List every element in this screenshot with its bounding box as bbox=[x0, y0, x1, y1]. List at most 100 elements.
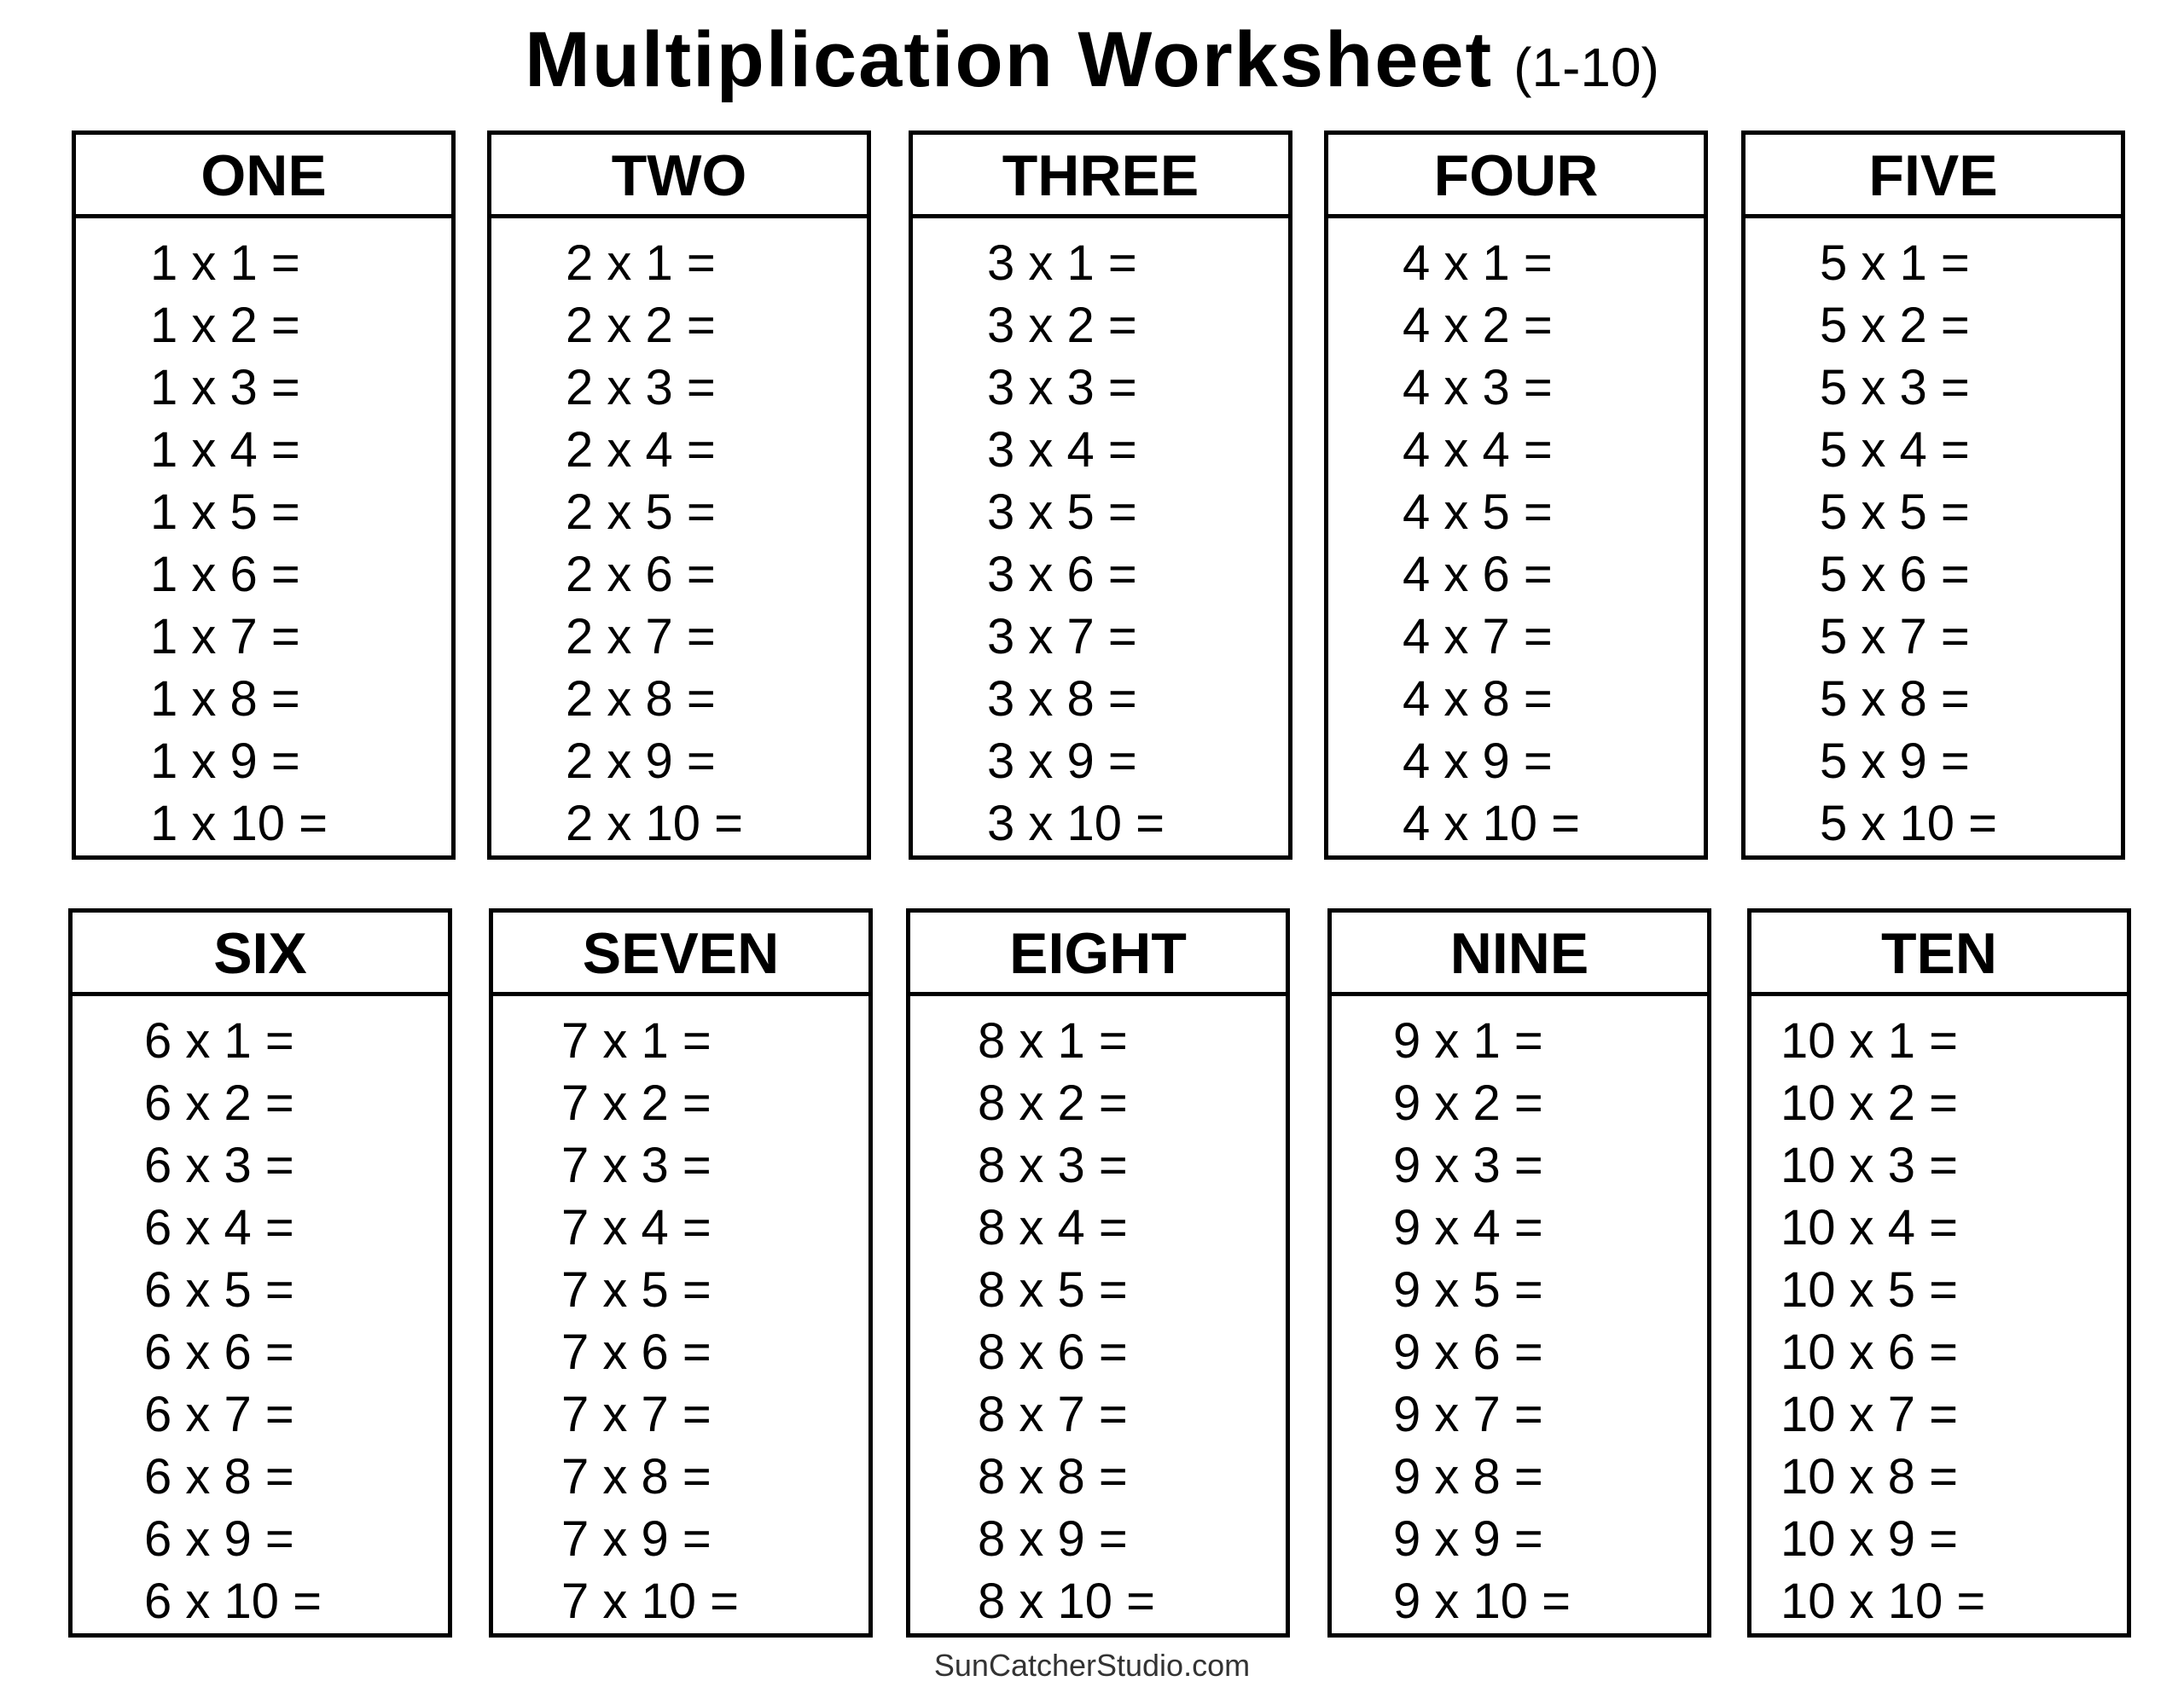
problem-row: 4 x 4 = bbox=[1403, 422, 1553, 478]
problem-row: 10 x 1 = bbox=[1780, 1013, 1958, 1069]
problem-row: 1 x 2 = bbox=[150, 298, 300, 353]
table-header: TWO bbox=[491, 135, 867, 218]
problem-list: 9 x 1 = 9 x 2 = 9 x 3 = 9 x 4 = 9 x 5 = 9 x 6… bbox=[1332, 1010, 1707, 1632]
problem-row: 8 x 8 = bbox=[978, 1449, 1128, 1504]
table-nine: NINE 9 x 1 = 9 x 2 = 9 x 3 = 9 x 4 = 9 x 5 = 9… bbox=[1327, 908, 1711, 1638]
problem-row: 6 x 4 = bbox=[144, 1200, 294, 1255]
table-header: THREE bbox=[913, 135, 1288, 218]
problem-row: 8 x 10 = bbox=[978, 1574, 1155, 1629]
problem-row: 5 x 10 = bbox=[1820, 796, 1997, 851]
problem-row: 1 x 4 = bbox=[150, 422, 300, 478]
problem-row: 5 x 8 = bbox=[1820, 671, 1970, 727]
problem-row: 3 x 9 = bbox=[987, 733, 1137, 789]
problem-row: 8 x 7 = bbox=[978, 1387, 1128, 1442]
problem-row: 1 x 3 = bbox=[150, 360, 300, 415]
problem-row: 8 x 9 = bbox=[978, 1511, 1128, 1567]
problem-row: 2 x 4 = bbox=[566, 422, 716, 478]
problem-row: 10 x 8 = bbox=[1780, 1449, 1958, 1504]
problem-row: 8 x 1 = bbox=[978, 1013, 1128, 1069]
problem-row: 7 x 8 = bbox=[561, 1449, 712, 1504]
problem-row: 8 x 4 = bbox=[978, 1200, 1128, 1255]
problem-row: 5 x 9 = bbox=[1820, 733, 1970, 789]
problem-row: 7 x 5 = bbox=[561, 1262, 712, 1318]
problem-list: 5 x 1 = 5 x 2 = 5 x 3 = 5 x 4 = 5 x 5 = 5 x 6… bbox=[1745, 232, 2121, 855]
problem-row: 9 x 3 = bbox=[1393, 1138, 1543, 1193]
problem-row: 2 x 9 = bbox=[566, 733, 716, 789]
problem-row: 4 x 1 = bbox=[1403, 235, 1553, 291]
problem-row: 2 x 6 = bbox=[566, 547, 716, 602]
problem-row: 3 x 1 = bbox=[987, 235, 1137, 291]
problem-row: 5 x 6 = bbox=[1820, 547, 1970, 602]
problem-row: 10 x 7 = bbox=[1780, 1387, 1958, 1442]
problem-row: 9 x 8 = bbox=[1393, 1449, 1543, 1504]
problem-row: 2 x 7 = bbox=[566, 609, 716, 664]
problem-row: 10 x 9 = bbox=[1780, 1511, 1958, 1567]
table-seven: SEVEN 7 x 1 = 7 x 2 = 7 x 3 = 7 x 4 = 7 x 5 =… bbox=[489, 908, 873, 1638]
problem-row: 9 x 4 = bbox=[1393, 1200, 1543, 1255]
problem-row: 8 x 6 = bbox=[978, 1325, 1128, 1380]
table-three: THREE 3 x 1 = 3 x 2 = 3 x 3 = 3 x 4 = 3 x 5 =… bbox=[909, 130, 1292, 860]
table-header: SEVEN bbox=[493, 913, 868, 996]
problem-row: 4 x 8 = bbox=[1403, 671, 1553, 727]
table-five: FIVE 5 x 1 = 5 x 2 = 5 x 3 = 5 x 4 = 5 x 5 = 5… bbox=[1741, 130, 2125, 860]
problem-row: 4 x 9 = bbox=[1403, 733, 1553, 789]
table-header: TEN bbox=[1751, 913, 2127, 996]
problem-row: 6 x 10 = bbox=[144, 1574, 322, 1629]
problem-row: 7 x 6 = bbox=[561, 1325, 712, 1380]
problem-row: 9 x 6 = bbox=[1393, 1325, 1543, 1380]
problem-row: 4 x 7 = bbox=[1403, 609, 1553, 664]
problem-row: 2 x 5 = bbox=[566, 484, 716, 540]
title-main: Multiplication Worksheet bbox=[525, 16, 1494, 103]
problem-row: 8 x 2 = bbox=[978, 1075, 1128, 1131]
problem-row: 3 x 4 = bbox=[987, 422, 1137, 478]
problem-row: 10 x 6 = bbox=[1780, 1325, 1958, 1380]
table-header: EIGHT bbox=[910, 913, 1286, 996]
problem-row: 1 x 7 = bbox=[150, 609, 300, 664]
problem-row: 6 x 2 = bbox=[144, 1075, 294, 1131]
table-one: ONE 1 x 1 = 1 x 2 = 1 x 3 = 1 x 4 = 1 x 5 = 1 … bbox=[72, 130, 456, 860]
problem-row: 1 x 8 = bbox=[150, 671, 300, 727]
problem-list: 3 x 1 = 3 x 2 = 3 x 3 = 3 x 4 = 3 x 5 = 3 x 6… bbox=[913, 232, 1288, 855]
problem-row: 3 x 6 = bbox=[987, 547, 1137, 602]
problem-row: 6 x 8 = bbox=[144, 1449, 294, 1504]
table-ten: TEN 10 x 1 = 10 x 2 = 10 x 3 = 10 x 4 = 10 x … bbox=[1747, 908, 2131, 1638]
problem-row: 4 x 2 = bbox=[1403, 298, 1553, 353]
problem-row: 5 x 1 = bbox=[1820, 235, 1970, 291]
problem-list: 1 x 1 = 1 x 2 = 1 x 3 = 1 x 4 = 1 x 5 = 1 x 6… bbox=[76, 232, 451, 855]
problem-row: 10 x 2 = bbox=[1780, 1075, 1958, 1131]
worksheet-title: Multiplication Worksheet (1-10) bbox=[0, 15, 2184, 105]
problem-row: 10 x 5 = bbox=[1780, 1262, 1958, 1318]
problem-row: 6 x 5 = bbox=[144, 1262, 294, 1318]
problem-list: 7 x 1 = 7 x 2 = 7 x 3 = 7 x 4 = 7 x 5 = 7 x 6… bbox=[493, 1010, 868, 1632]
problem-list: 4 x 1 = 4 x 2 = 4 x 3 = 4 x 4 = 4 x 5 = 4 x 6… bbox=[1328, 232, 1704, 855]
problem-row: 3 x 2 = bbox=[987, 298, 1137, 353]
table-six: SIX 6 x 1 = 6 x 2 = 6 x 3 = 6 x 4 = 6 x 5 = 6 … bbox=[68, 908, 452, 1638]
problem-row: 7 x 9 = bbox=[561, 1511, 712, 1567]
table-header: ONE bbox=[76, 135, 451, 218]
problem-row: 1 x 1 = bbox=[150, 235, 300, 291]
problem-row: 2 x 8 = bbox=[566, 671, 716, 727]
problem-row: 7 x 10 = bbox=[561, 1574, 739, 1629]
problem-row: 7 x 2 = bbox=[561, 1075, 712, 1131]
problem-row: 4 x 6 = bbox=[1403, 547, 1553, 602]
problem-row: 6 x 3 = bbox=[144, 1138, 294, 1193]
problem-row: 10 x 3 = bbox=[1780, 1138, 1958, 1193]
problem-row: 5 x 7 = bbox=[1820, 609, 1970, 664]
problem-row: 5 x 5 = bbox=[1820, 484, 1970, 540]
problem-row: 6 x 1 = bbox=[144, 1013, 294, 1069]
problem-row: 3 x 7 = bbox=[987, 609, 1137, 664]
problem-row: 1 x 5 = bbox=[150, 484, 300, 540]
problem-row: 5 x 2 = bbox=[1820, 298, 1970, 353]
problem-row: 2 x 10 = bbox=[566, 796, 743, 851]
problem-row: 7 x 7 = bbox=[561, 1387, 712, 1442]
table-eight: EIGHT 8 x 1 = 8 x 2 = 8 x 3 = 8 x 4 = 8 x 5 =… bbox=[906, 908, 1290, 1638]
problem-row: 1 x 9 = bbox=[150, 733, 300, 789]
problem-row: 7 x 1 = bbox=[561, 1013, 712, 1069]
problem-row: 3 x 3 = bbox=[987, 360, 1137, 415]
problem-row: 3 x 8 = bbox=[987, 671, 1137, 727]
problem-row: 10 x 4 = bbox=[1780, 1200, 1958, 1255]
table-header: FOUR bbox=[1328, 135, 1704, 218]
title-range: (1-10) bbox=[1513, 37, 1659, 98]
problem-row: 4 x 5 = bbox=[1403, 484, 1553, 540]
problem-list: 2 x 1 = 2 x 2 = 2 x 3 = 2 x 4 = 2 x 5 = 2 x 6… bbox=[491, 232, 867, 855]
